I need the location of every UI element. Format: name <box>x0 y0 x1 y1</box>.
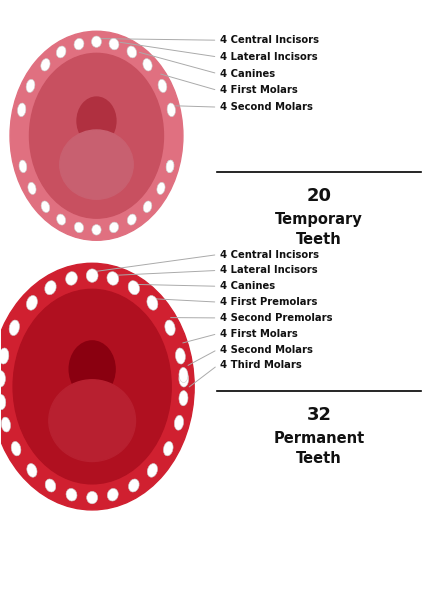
Text: 4 First Molars: 4 First Molars <box>219 85 297 95</box>
Ellipse shape <box>86 491 97 504</box>
Ellipse shape <box>30 53 163 218</box>
Ellipse shape <box>17 103 26 116</box>
Ellipse shape <box>128 479 139 492</box>
Ellipse shape <box>167 103 175 116</box>
Ellipse shape <box>109 222 118 233</box>
Ellipse shape <box>77 97 116 145</box>
Ellipse shape <box>175 348 185 364</box>
Text: Permanent
Teeth: Permanent Teeth <box>273 431 364 466</box>
Ellipse shape <box>49 380 135 461</box>
Ellipse shape <box>178 371 188 387</box>
Ellipse shape <box>56 214 66 225</box>
Ellipse shape <box>0 394 6 410</box>
Ellipse shape <box>74 38 84 50</box>
Ellipse shape <box>19 160 27 173</box>
Text: 4 Third Molars: 4 Third Molars <box>219 361 301 370</box>
Ellipse shape <box>178 391 187 406</box>
Ellipse shape <box>27 464 37 477</box>
Text: 4 First Premolars: 4 First Premolars <box>219 297 316 307</box>
Text: Temporary
Teeth: Temporary Teeth <box>275 212 362 247</box>
Ellipse shape <box>41 59 50 71</box>
Ellipse shape <box>92 224 101 235</box>
Text: 4 Second Premolars: 4 Second Premolars <box>219 313 332 323</box>
Ellipse shape <box>45 281 56 295</box>
Ellipse shape <box>163 442 173 456</box>
Ellipse shape <box>26 295 37 310</box>
Ellipse shape <box>128 281 139 295</box>
Text: 4 Canines: 4 Canines <box>219 68 274 79</box>
Ellipse shape <box>147 295 158 310</box>
Text: 4 Second Molars: 4 Second Molars <box>219 102 312 112</box>
Ellipse shape <box>86 269 98 282</box>
Text: 20: 20 <box>306 187 331 205</box>
Ellipse shape <box>178 367 187 383</box>
Ellipse shape <box>0 263 194 510</box>
Ellipse shape <box>28 182 36 194</box>
Ellipse shape <box>166 160 174 173</box>
Text: 4 Lateral Incisors: 4 Lateral Incisors <box>219 52 316 62</box>
Ellipse shape <box>66 488 77 501</box>
Ellipse shape <box>13 289 171 484</box>
Ellipse shape <box>10 31 183 240</box>
Text: 4 Central Incisors: 4 Central Incisors <box>219 250 318 260</box>
Ellipse shape <box>143 201 151 212</box>
Text: 32: 32 <box>306 406 331 424</box>
Text: 4 Canines: 4 Canines <box>219 281 274 291</box>
Ellipse shape <box>127 214 136 225</box>
Ellipse shape <box>1 417 10 432</box>
Ellipse shape <box>147 464 157 477</box>
Ellipse shape <box>45 479 56 492</box>
Ellipse shape <box>164 320 175 335</box>
Ellipse shape <box>166 160 174 173</box>
Ellipse shape <box>158 79 167 92</box>
Text: 4 Central Incisors: 4 Central Incisors <box>219 35 318 45</box>
Ellipse shape <box>59 130 133 199</box>
Ellipse shape <box>0 348 9 364</box>
Text: 4 Second Molars: 4 Second Molars <box>219 344 312 355</box>
Ellipse shape <box>91 36 101 47</box>
Ellipse shape <box>142 59 152 71</box>
Ellipse shape <box>26 79 35 92</box>
Ellipse shape <box>74 222 83 233</box>
Ellipse shape <box>56 46 66 58</box>
Ellipse shape <box>107 272 118 285</box>
Ellipse shape <box>0 371 5 387</box>
Ellipse shape <box>157 182 164 194</box>
Ellipse shape <box>41 201 49 212</box>
Ellipse shape <box>127 46 136 58</box>
Ellipse shape <box>66 272 77 285</box>
Ellipse shape <box>11 442 21 456</box>
Ellipse shape <box>109 38 118 50</box>
Text: 4 Lateral Incisors: 4 Lateral Incisors <box>219 265 316 275</box>
Ellipse shape <box>174 415 183 430</box>
Ellipse shape <box>69 341 115 397</box>
Ellipse shape <box>107 488 118 501</box>
Ellipse shape <box>9 320 20 335</box>
Text: 4 First Molars: 4 First Molars <box>219 329 297 339</box>
